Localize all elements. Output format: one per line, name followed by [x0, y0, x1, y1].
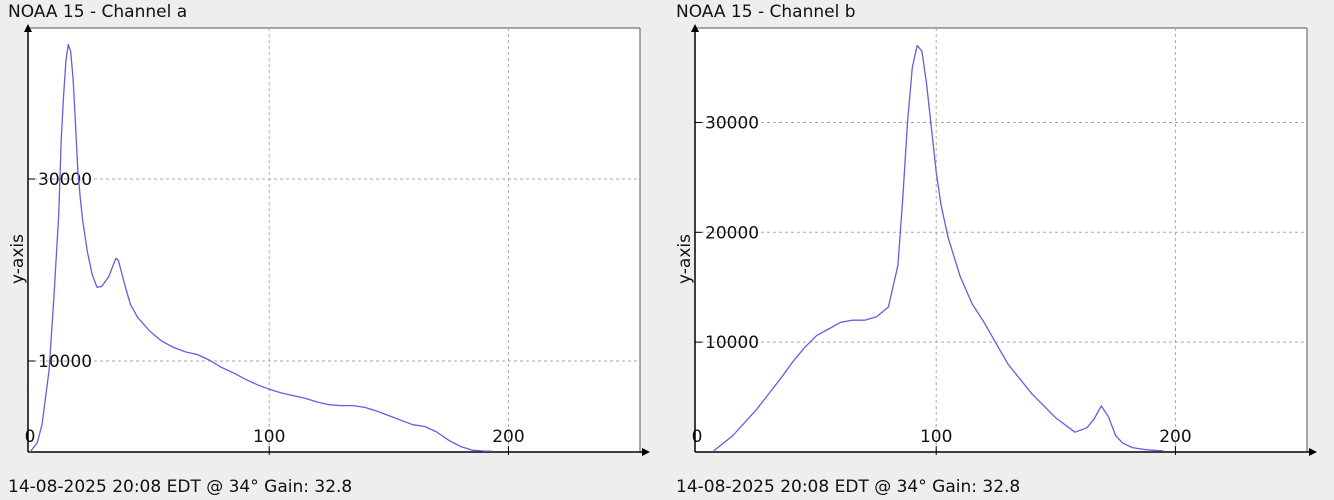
chart-b-ytick-label-20000: 20000	[705, 223, 759, 243]
chart-b-xtick-label-200: 200	[1159, 427, 1191, 447]
chart-b-footer: 14-08-2025 20:08 EDT @ 34° Gain: 32.8	[676, 477, 1021, 497]
chart-a-ytick-label-10000: 10000	[38, 352, 92, 372]
chart-a-xtick-label-200: 200	[492, 427, 524, 447]
chart-b-title: NOAA 15 - Channel b	[676, 2, 856, 22]
chart-a-series-line-0	[29, 43, 492, 453]
chart-b-y-axis-arrow	[691, 24, 699, 32]
chart-a-y-axis-arrow	[24, 24, 32, 32]
chart-b-ytick-label-10000: 10000	[705, 333, 759, 353]
chart-b-plot-area	[695, 28, 1307, 452]
chart-a-ytick-label-30000: 30000	[38, 170, 92, 190]
chart-b-ytick-label-30000: 30000	[705, 113, 759, 133]
chart-a-footer: 14-08-2025 20:08 EDT @ 34° Gain: 32.8	[8, 477, 353, 497]
chart-a-plot-area	[28, 28, 640, 452]
chart-b-series-line-0	[713, 44, 1164, 452]
chart-a-x-axis-arrow	[642, 448, 650, 456]
chart-a-title: NOAA 15 - Channel a	[8, 2, 188, 22]
chart-b-xtick-label-0: 0	[692, 427, 703, 447]
chart-a-xtick-label-0: 0	[25, 427, 36, 447]
chart-b-x-axis-arrow	[1309, 448, 1317, 456]
chart-b-xtick-label-100: 100	[920, 427, 952, 447]
chart-a-xtick-label-100: 100	[253, 427, 285, 447]
